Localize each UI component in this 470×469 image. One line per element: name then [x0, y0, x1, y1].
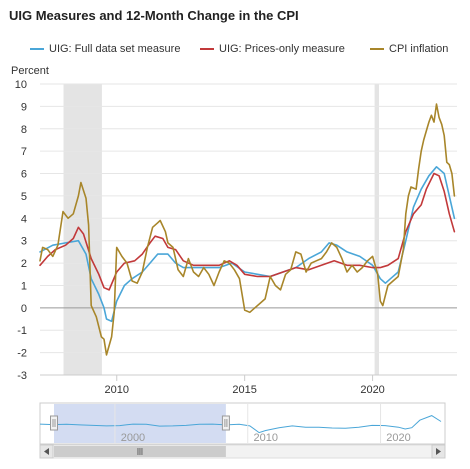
navigator-year-label: 2010	[253, 432, 277, 444]
navigator-year-label: 2000	[121, 432, 145, 444]
legend-swatch-cpi	[370, 48, 384, 50]
series-line-cpi[interactable]	[39, 103, 456, 356]
y-tick-label: -1	[17, 325, 27, 337]
legend-swatch-full	[30, 48, 44, 50]
chart-title: UIG Measures and 12-Month Change in the …	[9, 8, 299, 23]
legend-swatch-prices	[200, 48, 214, 50]
y-tick-label: -3	[17, 370, 27, 382]
y-tick-label: 9	[21, 101, 27, 113]
y-tick-label: 5	[21, 191, 27, 203]
range-navigator[interactable]: 2000 2010 2020	[39, 402, 446, 445]
plot-background	[40, 84, 457, 375]
horizontal-scrollbar[interactable]	[39, 444, 446, 459]
legend-item-full-data-set[interactable]: UIG: Full data set measure	[30, 41, 180, 57]
handle-body[interactable]	[221, 415, 230, 431]
recession-band-2	[374, 84, 379, 375]
legend-item-cpi-inflation[interactable]: CPI inflation	[370, 41, 448, 57]
navigator-line	[39, 415, 442, 434]
y-tick-label: 7	[21, 146, 27, 158]
y-tick-label: 0	[21, 303, 27, 315]
y-tick-label: 10	[15, 79, 27, 91]
legend-label-prices: UIG: Prices-only measure	[219, 43, 345, 55]
y-tick-label: 3	[21, 236, 27, 248]
scrollbar-grip-icon	[137, 448, 143, 455]
recession-shading	[63, 84, 379, 375]
y-tick-label: 1	[21, 280, 27, 292]
navigator-left-handle[interactable]	[50, 415, 58, 431]
x-tick-label: 2010	[105, 384, 129, 396]
legend-label-cpi: CPI inflation	[389, 43, 449, 55]
legend-item-prices-only[interactable]: UIG: Prices-only measure	[200, 41, 345, 57]
plot-area	[40, 84, 457, 375]
x-axis: 2010 2015 2020	[40, 374, 457, 396]
recession-band-1	[63, 84, 102, 375]
navigator-selected-range[interactable]	[54, 404, 226, 443]
series-lines	[39, 103, 456, 356]
y-axis: -3 -2 -1 0 1 2 3 4 5 6 7 8 9 10	[15, 79, 27, 382]
y-tick-label: 6	[21, 169, 27, 181]
y-tick-label: -2	[17, 348, 27, 360]
chevron-left-icon	[44, 448, 49, 455]
navigator-right-handle[interactable]	[221, 415, 230, 431]
navigator-series	[39, 415, 442, 434]
chart-legend: UIG: Full data set measure UIG: Prices-o…	[30, 41, 460, 57]
handle-body[interactable]	[50, 415, 58, 431]
navigator-axis-labels: 2000 2010 2020	[114, 404, 411, 444]
navigator-year-label: 2020	[386, 432, 410, 444]
x-tick-label: 2015	[232, 384, 256, 396]
series-line-prices[interactable]	[39, 172, 456, 291]
y-tick-label: 2	[21, 258, 27, 270]
y-tick-label: 4	[21, 213, 27, 225]
y-axis-label: Percent	[11, 65, 49, 77]
x-tick-label: 2020	[360, 384, 384, 396]
y-tick-label: 8	[21, 124, 27, 136]
legend-label-full: UIG: Full data set measure	[49, 43, 181, 55]
chevron-right-icon	[436, 448, 441, 455]
